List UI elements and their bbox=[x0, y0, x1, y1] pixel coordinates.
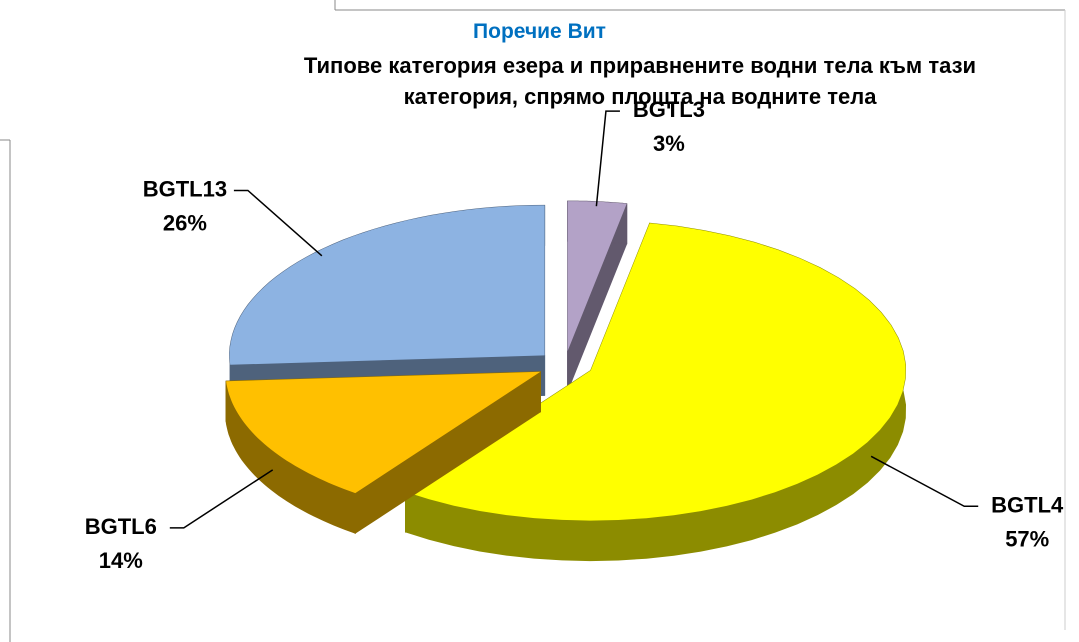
data-label-value: 57% bbox=[1005, 526, 1049, 551]
data-label-name: BGTL13 bbox=[143, 176, 227, 201]
data-label-name: BGTL6 bbox=[85, 514, 157, 539]
data-label-name: BGTL3 bbox=[633, 97, 705, 122]
slice-top bbox=[405, 223, 906, 521]
data-label-name: BGTL4 bbox=[991, 492, 1064, 517]
slice bbox=[567, 200, 628, 392]
slice-top bbox=[229, 205, 545, 365]
leader-line bbox=[169, 469, 274, 529]
leader-line bbox=[870, 455, 979, 508]
leader-line bbox=[233, 189, 323, 257]
data-label-value: 14% bbox=[99, 548, 143, 573]
slice-top bbox=[226, 371, 541, 494]
chart-title: Поречие Вит bbox=[473, 20, 606, 43]
leader-line bbox=[595, 110, 620, 207]
slice bbox=[225, 370, 541, 535]
slice bbox=[405, 222, 907, 562]
data-label-value: 26% bbox=[163, 210, 207, 235]
chart-subtitle: Типове категория езера и приравнените во… bbox=[303, 53, 977, 109]
slice-top bbox=[567, 201, 627, 352]
data-label-value: 3% bbox=[653, 131, 685, 156]
